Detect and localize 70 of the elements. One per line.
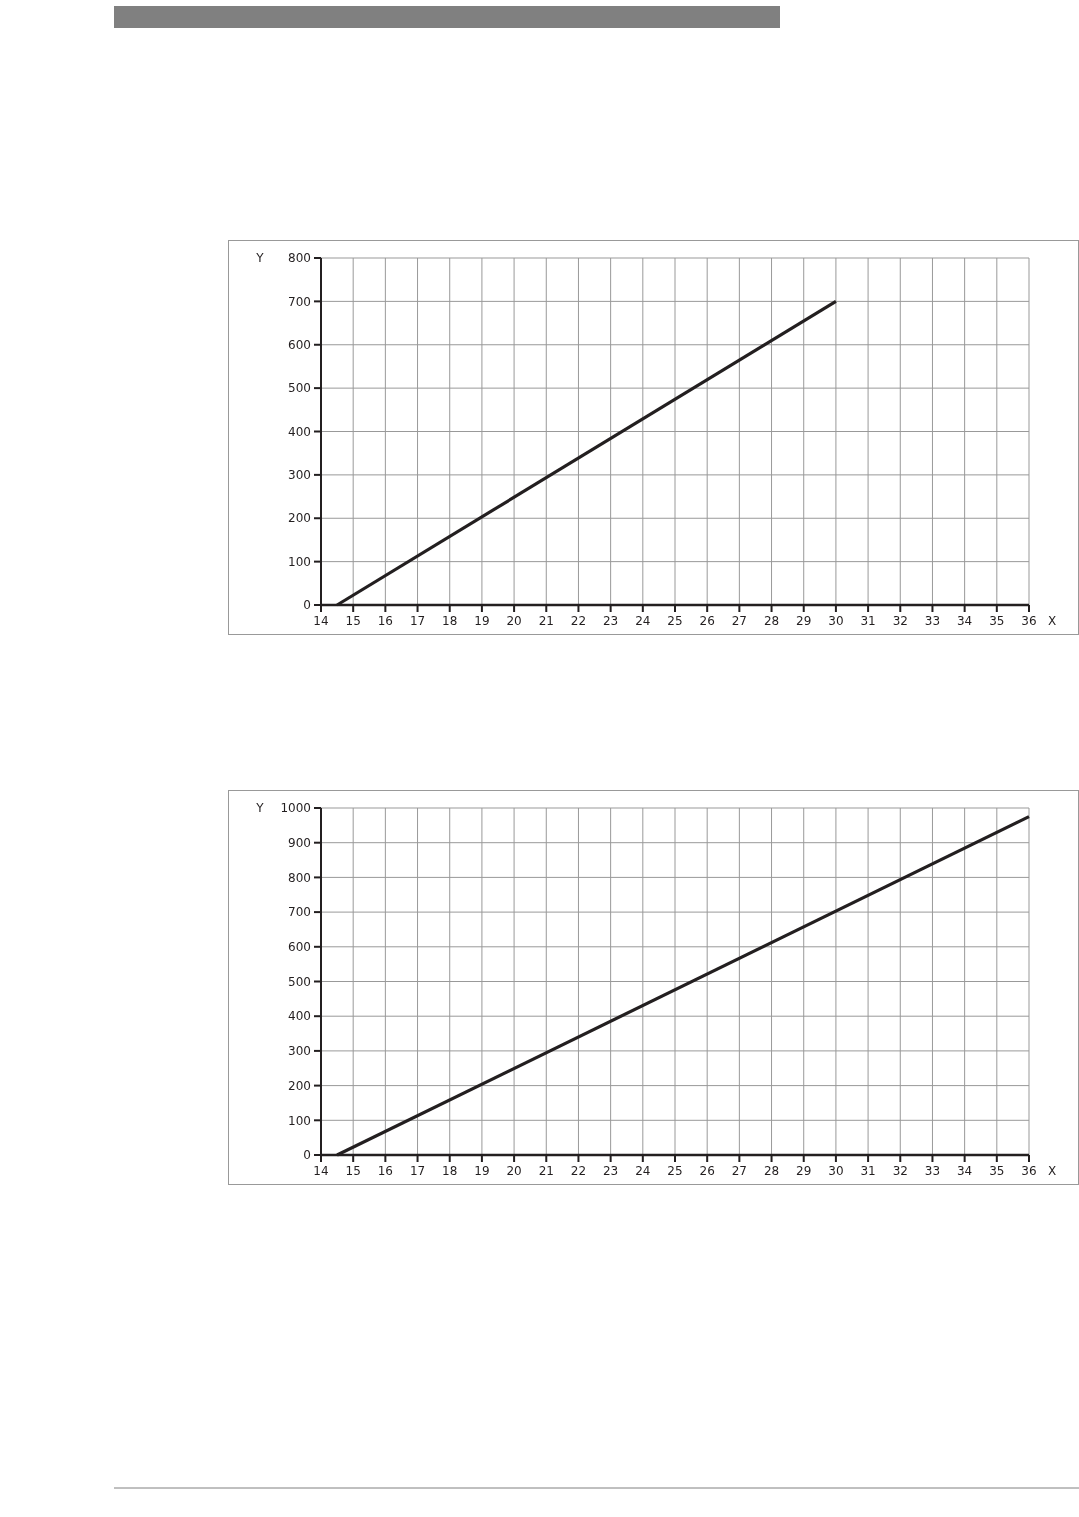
y-tick-label: 600 (288, 337, 311, 352)
x-tick-label: 24 (635, 614, 651, 628)
x-tick-label: 23 (603, 614, 619, 628)
y-tick-label: 100 (288, 1113, 311, 1128)
x-tick-label: 25 (667, 1164, 683, 1178)
x-tick-label: 22 (570, 614, 587, 628)
x-tick-label: 33 (924, 614, 941, 628)
x-tick-label: 36 (1021, 1164, 1037, 1178)
y-tick-label: 800 (288, 870, 311, 885)
x-tick-label: 26 (699, 614, 715, 628)
x-tick-label: 22 (570, 1164, 587, 1178)
x-tick-label: 27 (731, 614, 747, 628)
x-tick-label: 17 (409, 1164, 426, 1178)
y-tick-label: 700 (288, 905, 311, 920)
y-axis-title: Y (255, 801, 265, 816)
y-tick-label: 600 (288, 940, 311, 954)
x-tick-label: 15 (345, 614, 361, 628)
y-tick-label: 100 (288, 554, 311, 569)
x-tick-label: 32 (892, 1164, 908, 1178)
y-tick-label: 800 (288, 251, 311, 266)
x-tick-label: 27 (731, 1164, 747, 1178)
x-tick-label: 20 (506, 1164, 522, 1178)
x-tick-label: 21 (538, 614, 554, 628)
x-tick-label: 17 (409, 614, 426, 628)
x-tick-label: 19 (474, 1164, 490, 1178)
y-tick-label: 900 (288, 835, 311, 850)
y-axis-title: Y (255, 251, 265, 266)
y-tick-label: 0 (303, 1148, 311, 1163)
x-tick-label: 20 (506, 614, 522, 628)
x-tick-label: 23 (603, 1164, 619, 1178)
x-tick-label: 18 (442, 614, 458, 628)
x-tick-label: 35 (989, 1164, 1005, 1178)
x-tick-label: 34 (957, 614, 973, 628)
x-tick-label: 28 (763, 1164, 780, 1178)
x-tick-label: 14 (313, 1164, 329, 1178)
x-tick-label: 31 (860, 614, 876, 628)
y-tick-label: 0 (303, 598, 311, 613)
x-tick-label: 19 (474, 614, 490, 628)
y-tick-label: 1000 (280, 801, 311, 816)
x-axis-title: X (1047, 614, 1057, 628)
y-tick-label: 400 (288, 1009, 311, 1024)
y-tick-label: 200 (288, 1078, 311, 1093)
x-tick-label: 16 (377, 614, 393, 628)
x-tick-label: 14 (313, 614, 329, 628)
x-tick-label: 21 (538, 1164, 554, 1178)
x-axis-title: X (1047, 1164, 1057, 1178)
x-tick-label: 15 (345, 1164, 361, 1178)
x-tick-label: 26 (699, 1164, 715, 1178)
x-tick-label: 36 (1021, 614, 1037, 628)
x-tick-label: 33 (924, 1164, 941, 1178)
y-tick-label: 500 (288, 974, 311, 989)
x-tick-label: 29 (796, 1164, 812, 1178)
x-tick-label: 32 (892, 614, 908, 628)
y-tick-label: 500 (288, 381, 311, 396)
x-tick-label: 29 (796, 614, 812, 628)
x-tick-label: 16 (377, 1164, 393, 1178)
x-tick-label: 31 (860, 1164, 876, 1178)
y-tick-label: 400 (288, 424, 311, 439)
y-tick-label: 700 (288, 294, 311, 309)
y-tick-label: 200 (288, 511, 311, 526)
x-tick-label: 28 (763, 614, 780, 628)
x-tick-label: 18 (442, 1164, 458, 1178)
x-tick-label: 34 (957, 1164, 973, 1178)
x-tick-label: 30 (828, 614, 844, 628)
x-tick-label: 35 (989, 614, 1005, 628)
y-tick-label: 300 (288, 468, 311, 483)
x-tick-label: 24 (635, 1164, 651, 1178)
x-tick-label: 30 (828, 1164, 844, 1178)
x-tick-label: 25 (667, 614, 683, 628)
y-tick-label: 300 (288, 1044, 311, 1059)
